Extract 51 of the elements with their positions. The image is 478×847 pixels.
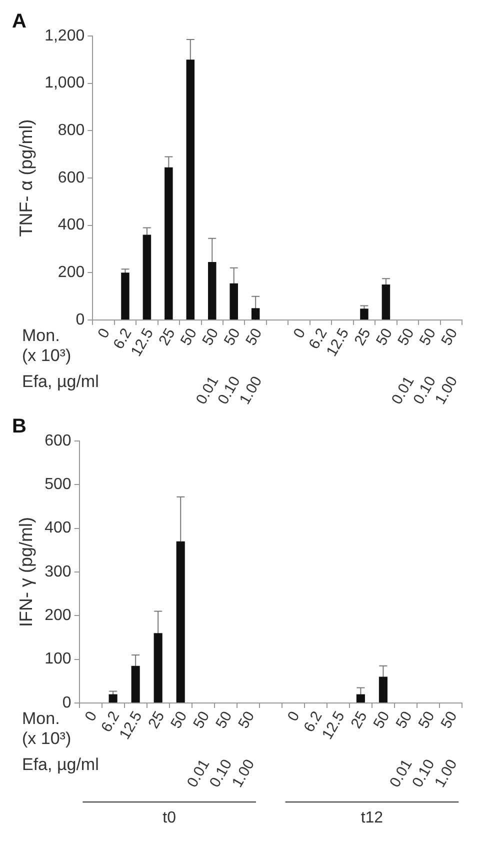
text: Efa, µg/ml (22, 755, 99, 774)
x-tick-label: 25 (145, 708, 168, 732)
bar (131, 666, 140, 702)
bar (356, 694, 365, 702)
bar (154, 633, 162, 702)
bar (186, 60, 195, 320)
bar (382, 284, 390, 320)
x-tick-label: 50 (372, 326, 396, 349)
bar (176, 541, 185, 702)
y-tick-label: 400 (44, 520, 72, 537)
y-tick-label: 300 (44, 563, 72, 580)
text: t12 (360, 809, 384, 826)
x-tick-label: 0 (82, 708, 101, 724)
chart-title: B (12, 416, 26, 438)
x-tick-label: 0 (284, 708, 304, 724)
y-tick-label: 500 (44, 476, 72, 494)
y-tick-label: 0 (62, 694, 72, 712)
chart-title: A (12, 10, 26, 33)
bar (378, 676, 388, 702)
x-tick-label: 25 (156, 326, 179, 349)
y-axis-title: TNF- α (pg/ml) (16, 119, 36, 237)
y-tick-label: 1,000 (44, 74, 85, 92)
x-tick-label: 25 (348, 708, 371, 732)
y-tick-label: 400 (58, 216, 85, 234)
y-tick-label: 800 (58, 122, 85, 140)
bar (251, 308, 260, 320)
x-tick-label: 0 (94, 326, 114, 342)
y-tick-label: 200 (58, 264, 85, 282)
text: Efa, µg/ml (22, 372, 99, 392)
x-tick-label: 50 (168, 708, 191, 732)
y-tick-label: 600 (58, 169, 85, 186)
x-tick-label: 25 (351, 326, 374, 349)
bar (108, 694, 118, 702)
bar (164, 167, 173, 320)
y-tick-label: 0 (76, 311, 85, 328)
bar (142, 234, 152, 320)
bar (121, 272, 130, 320)
y-tick-label: 100 (44, 650, 72, 668)
x-tick-label: 0 (290, 326, 310, 342)
text: t0 (162, 809, 176, 826)
y-tick-label: 200 (44, 607, 72, 624)
text: Mon. (x 10³) (22, 709, 72, 748)
x-tick-label: 50 (177, 326, 200, 349)
y-tick-label: 1,200 (44, 27, 85, 44)
bar (360, 308, 368, 320)
x-tick-label: 50 (370, 708, 394, 732)
text: Mon. (x 10³) (22, 326, 72, 366)
bar (230, 283, 238, 320)
bar (208, 262, 216, 320)
y-tick-label: 600 (44, 432, 72, 450)
y-axis-title: IFN- γ (pg/ml) (16, 517, 36, 627)
